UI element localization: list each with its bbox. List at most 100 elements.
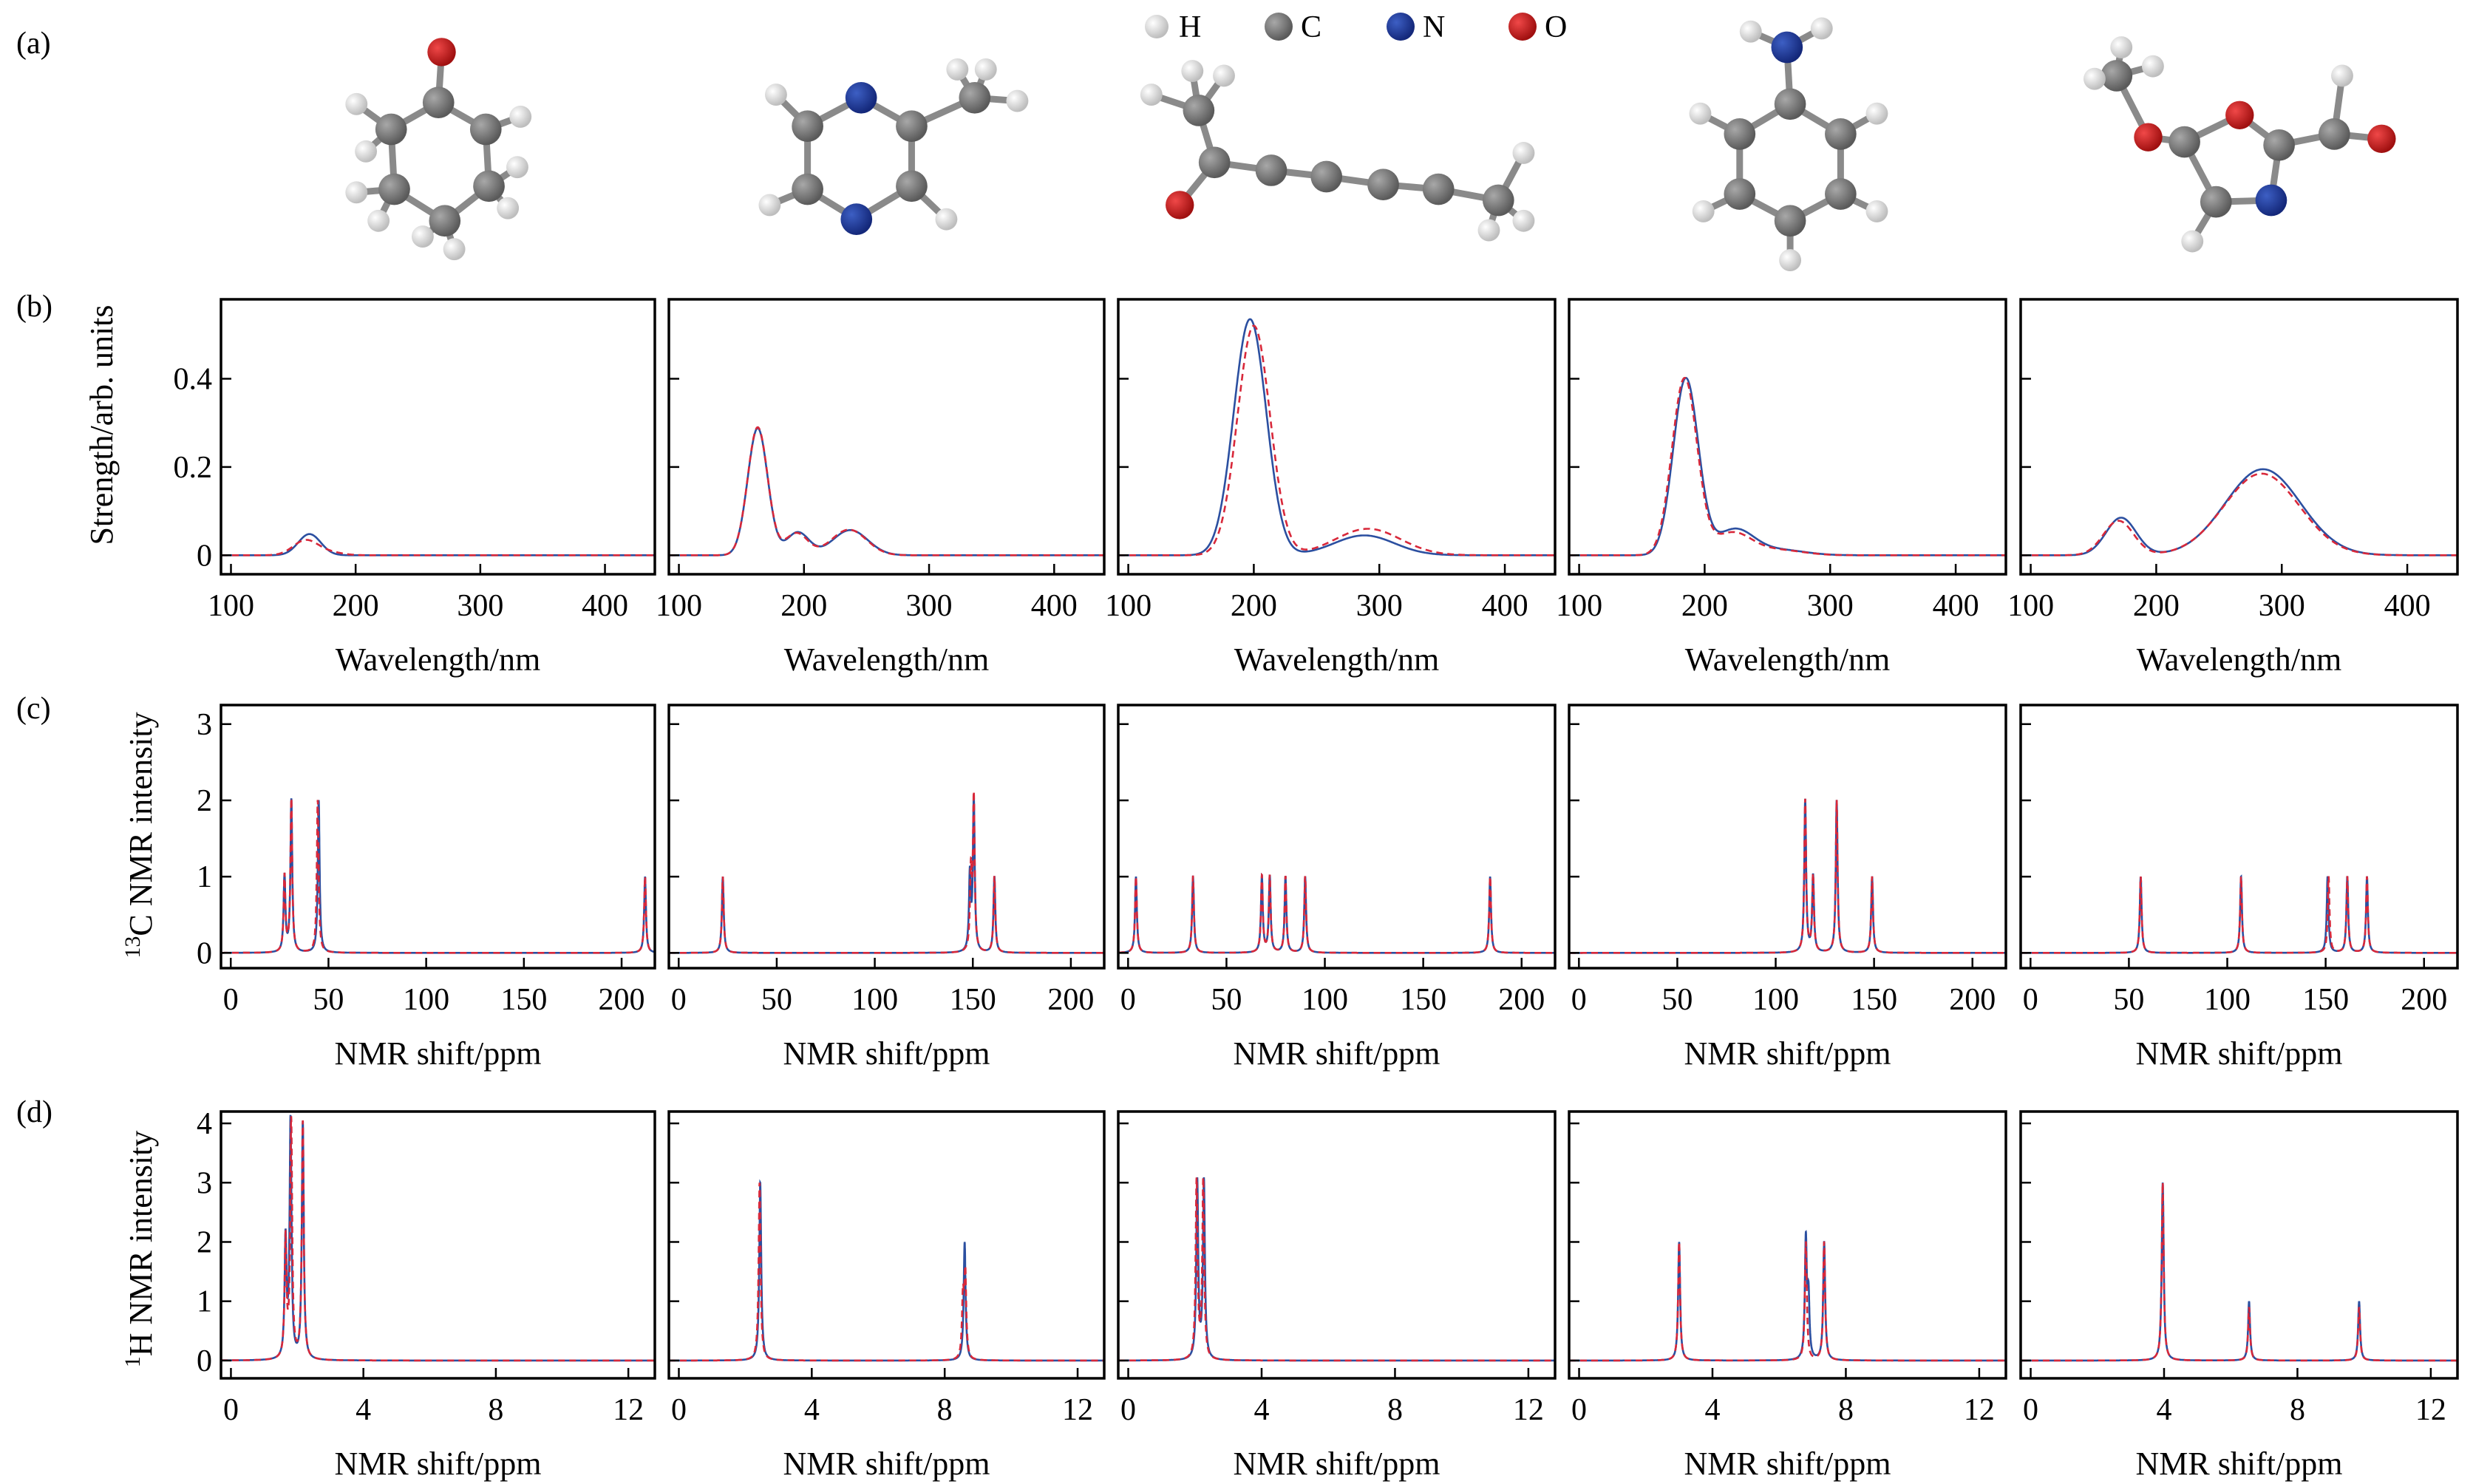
chart-b-2: 100 200 300 400 Wavelength/nm	[656, 298, 1106, 678]
ylabel-1h-sup: 1	[120, 1356, 145, 1367]
series-predicted-line	[221, 539, 655, 556]
atom-c-icon	[792, 110, 823, 143]
chart-c-4: 0 50 100 150 200 NMR shift/ppm	[1568, 704, 2007, 1072]
y-tick-label: 0	[197, 936, 212, 970]
atom-h-icon	[2083, 67, 2106, 90]
legend-label: H	[1179, 10, 1201, 44]
x-tick-label: 100	[2204, 983, 2251, 1017]
chart-d-5: 0 4 8 12 NMR shift/ppm	[2019, 1110, 2459, 1482]
x-axis-label: Wavelength/nm	[784, 641, 990, 678]
atom-c-icon	[959, 81, 991, 114]
ylabel-13c-text: C NMR intensity	[123, 712, 159, 936]
x-tick-label: 0	[223, 1393, 239, 1427]
x-axis-label: NMR shift/ppm	[783, 1035, 990, 1072]
x-tick-label: 12	[2415, 1393, 2446, 1427]
x-axis-label: NMR shift/ppm	[2136, 1035, 2343, 1072]
x-tick-label: 150	[500, 983, 547, 1017]
panel-label-b: (b)	[16, 290, 52, 324]
series-predicted-line	[2021, 1182, 2457, 1362]
atom-h-icon	[1689, 102, 1712, 125]
legend-label: O	[1545, 10, 1567, 44]
y-tick-label: 0.4	[174, 362, 213, 396]
atom-c-icon	[1482, 184, 1514, 217]
x-tick-label: 8	[1838, 1393, 1854, 1427]
series-predicted-line	[669, 426, 1104, 556]
x-tick-label: 300	[2259, 589, 2305, 623]
atom-h-icon	[355, 140, 378, 163]
series-predicted-line	[669, 1182, 1104, 1362]
x-tick-label: 100	[2007, 589, 2054, 623]
x-tick-label: 200	[1498, 983, 1545, 1017]
x-tick-label: 12	[613, 1393, 644, 1427]
panel-label-a: (a)	[16, 27, 51, 61]
axes-frame	[1117, 704, 1557, 970]
series-predicted-line	[2021, 874, 2457, 954]
x-tick-label: 0	[1571, 983, 1587, 1017]
axes-frame	[220, 1110, 656, 1380]
axes-frame	[2019, 704, 2459, 970]
x-tick-label: 150	[1851, 983, 1897, 1017]
ylabel-1h-nmr: 1H NMR intensity	[120, 1131, 159, 1368]
axes-frame	[1568, 298, 2007, 576]
x-tick-label: 200	[599, 983, 645, 1017]
series-reference-line	[669, 794, 1104, 954]
atom-h-icon	[946, 58, 969, 81]
x-tick-label: 4	[356, 1393, 371, 1427]
atom-c-icon	[1724, 118, 1756, 150]
atom-c-icon	[469, 113, 502, 146]
x-axis-label: NMR shift/ppm	[1684, 1446, 1891, 1482]
ylabel-1h-text: H NMR intensity	[123, 1131, 159, 1357]
atom-c-icon	[1367, 169, 1399, 201]
series-predicted-line	[1118, 324, 1555, 556]
series-reference-line	[1569, 376, 2006, 556]
x-tick-label: 150	[1400, 983, 1446, 1017]
atom-h-icon	[345, 92, 368, 115]
series-predicted-line	[1569, 798, 2006, 954]
chart-d-2: 0 4 8 12 NMR shift/ppm	[667, 1110, 1106, 1482]
chart-c-1: 0 50 100 150 200 0 1 2 3 NMR shift/ppm	[197, 704, 656, 1072]
y-tick-label: 0	[197, 539, 212, 573]
atom-h-icon	[1810, 17, 1833, 40]
series-reference-line	[1118, 318, 1555, 556]
x-tick-label: 100	[1752, 983, 1799, 1017]
atom-h-icon	[345, 181, 368, 204]
series-reference-line	[1569, 798, 2006, 954]
x-tick-label: 4	[1704, 1393, 1720, 1427]
atom-h-icon	[1865, 102, 1888, 125]
x-tick-label: 400	[2384, 589, 2431, 623]
atom-h-icon	[506, 156, 528, 179]
axes-frame	[220, 704, 656, 970]
panel-label-c: (c)	[16, 692, 51, 726]
atom-h-icon	[1512, 142, 1535, 164]
x-tick-label: 150	[2302, 983, 2349, 1017]
x-axis-label: NMR shift/ppm	[1234, 1446, 1440, 1482]
series-reference-line	[2021, 1182, 2457, 1362]
series-reference-line	[1118, 1177, 1555, 1362]
atom-c-icon	[1310, 160, 1343, 193]
atom-h-icon	[1779, 249, 1802, 272]
series-predicted-line	[221, 798, 655, 954]
atom-c-icon	[1198, 146, 1231, 179]
axes-frame	[2019, 1110, 2459, 1380]
axes-frame	[667, 704, 1106, 970]
x-tick-label: 200	[1949, 983, 1996, 1017]
legend-label: C	[1301, 10, 1321, 44]
atom-n-icon	[2255, 184, 2287, 217]
atom-h-icon	[2181, 230, 2204, 253]
series-predicted-line	[1118, 872, 1555, 954]
x-tick-label: 0	[2023, 983, 2038, 1017]
chart-b-3: 100 200 300 400 Wavelength/nm	[1105, 298, 1557, 678]
series-predicted-line	[221, 1116, 655, 1362]
y-tick-label: 4	[197, 1107, 212, 1141]
series-predicted-line	[669, 791, 1104, 954]
atom-c-icon	[1774, 205, 1806, 237]
x-tick-label: 150	[950, 983, 996, 1017]
x-tick-label: 200	[1047, 983, 1094, 1017]
x-tick-label: 100	[1105, 589, 1152, 623]
ylabel-13c-nmr: 13C NMR intensity	[120, 712, 159, 958]
x-axis-label: NMR shift/ppm	[1234, 1035, 1440, 1072]
axes-frame	[1568, 1110, 2007, 1380]
x-tick-label: 200	[1231, 589, 1277, 623]
series-predicted-line	[2021, 472, 2457, 556]
